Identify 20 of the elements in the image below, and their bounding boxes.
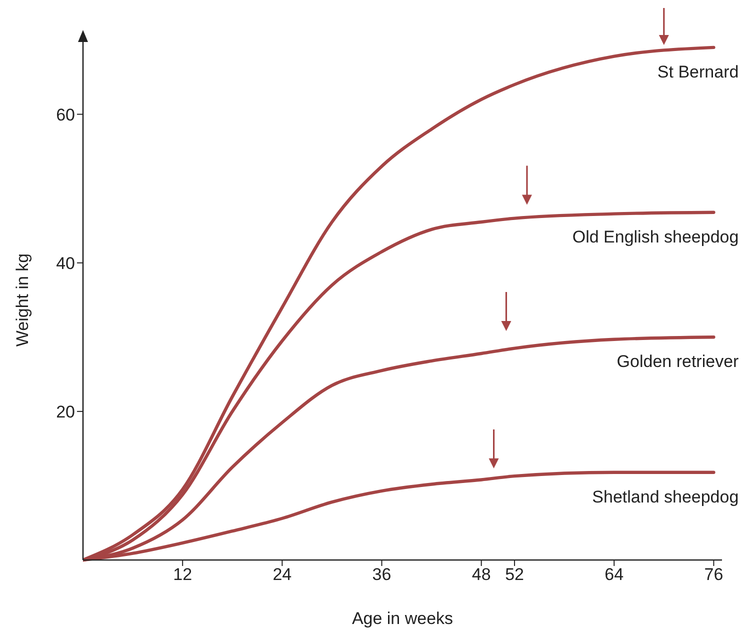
x-tick-label: 64: [604, 565, 624, 584]
y-tick-label: 40: [56, 254, 75, 273]
y-tick-label: 20: [56, 402, 75, 422]
point: [501, 321, 512, 331]
x-tick-label: 52: [505, 565, 524, 584]
point: [522, 194, 532, 205]
series-label: Golden retriever: [616, 352, 740, 372]
y-axis-title: Weight in kg: [13, 253, 32, 347]
point: [658, 35, 669, 45]
x-tick-label: 48: [472, 565, 491, 584]
series-label: Shetland sheepdog: [592, 487, 739, 506]
point: [488, 458, 499, 468]
y-tick-label: 60: [56, 105, 75, 124]
series-label: St Bernard: [657, 62, 739, 82]
x-tick-label: 36: [372, 565, 392, 584]
x-axis-title: Age in weeks: [352, 609, 454, 628]
x-tick-label: 12: [173, 565, 192, 584]
series-label: Old English sheepdog: [572, 227, 739, 246]
x-tick-label: 24: [272, 565, 292, 584]
x-tick-label: 76: [704, 565, 724, 584]
